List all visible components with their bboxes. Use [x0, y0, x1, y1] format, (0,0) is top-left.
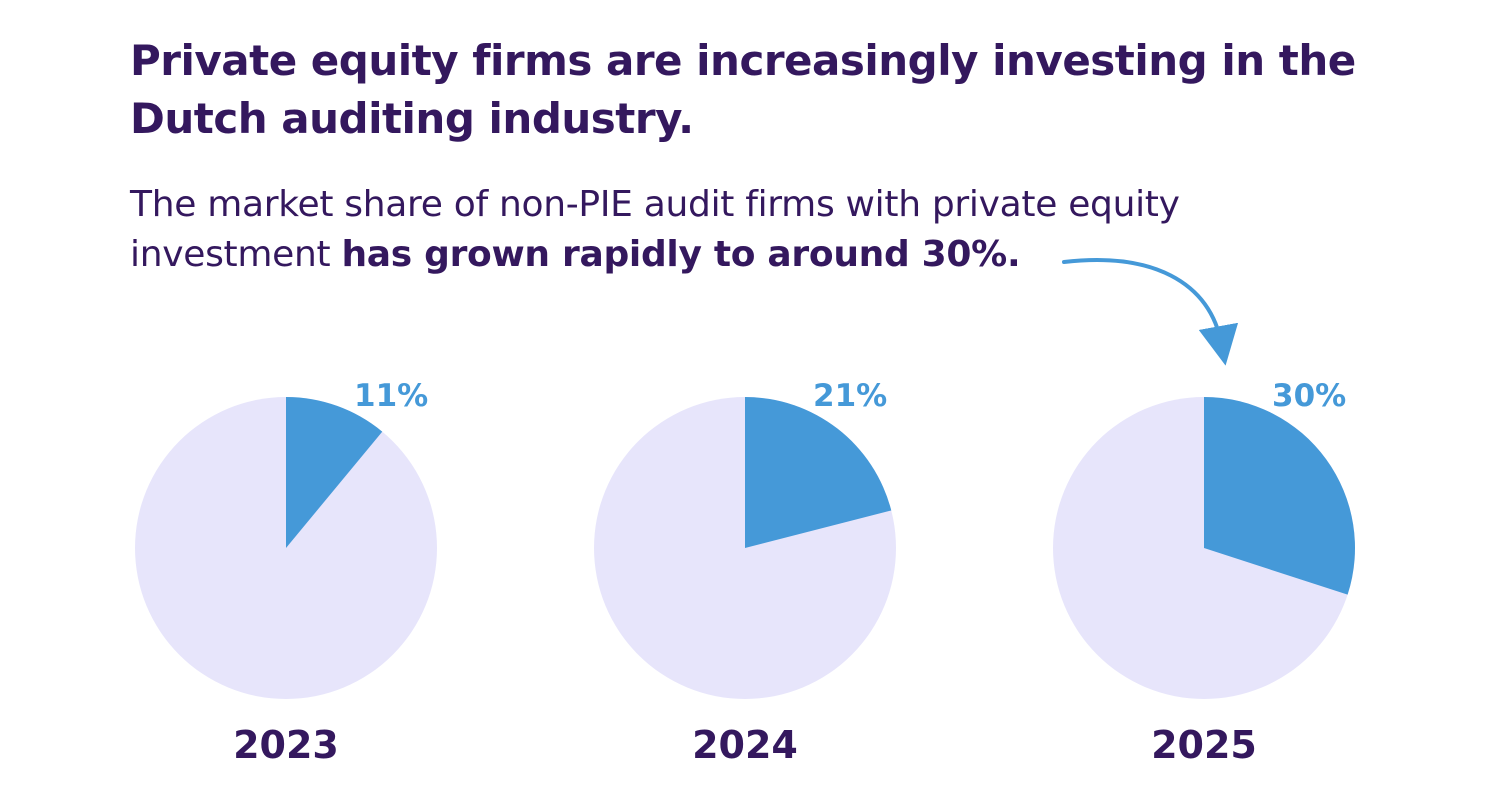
- pie-slice-2024: [745, 397, 892, 548]
- pie-year-label-2024: 2024: [692, 723, 798, 767]
- pie-value-label-2025: 30%: [1272, 378, 1346, 414]
- subtitle-lead: The market share of non-PIE audit firms …: [130, 184, 1180, 275]
- pies-group: 11% 2023 21% 2024 30% 2025: [135, 378, 1355, 767]
- pie-year-label-2023: 2023: [233, 723, 339, 767]
- annotation-arrow: [1062, 258, 1239, 366]
- pie-value-label-2024: 21%: [813, 378, 887, 414]
- chart-subtitle: The market share of non-PIE audit firms …: [130, 180, 1360, 280]
- pie-slice-2023: [286, 397, 383, 548]
- pie-value-label-2023: 11%: [354, 378, 428, 414]
- subtitle-emphasis: has grown rapidly to around 30%.: [341, 234, 1021, 275]
- chart-title: Private equity firms are increasingly in…: [130, 36, 1356, 143]
- pie-year-label-2025: 2025: [1151, 723, 1257, 767]
- pie-slice-2025: [1204, 397, 1355, 595]
